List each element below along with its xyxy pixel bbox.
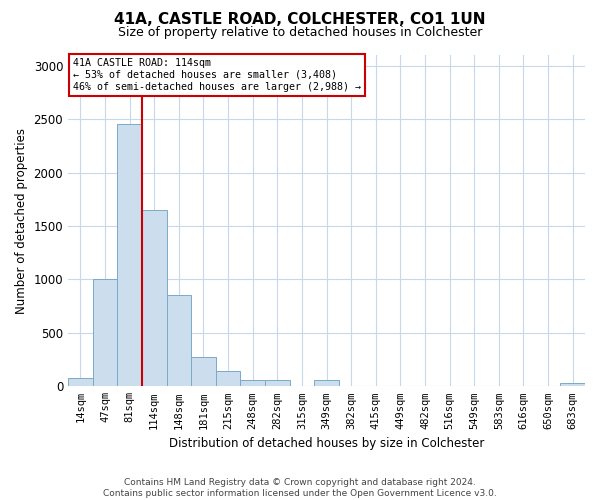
Text: 41A CASTLE ROAD: 114sqm
← 53% of detached houses are smaller (3,408)
46% of semi: 41A CASTLE ROAD: 114sqm ← 53% of detache… — [73, 58, 361, 92]
Bar — [191, 358, 216, 386]
Text: 41A, CASTLE ROAD, COLCHESTER, CO1 1UN: 41A, CASTLE ROAD, COLCHESTER, CO1 1UN — [114, 12, 486, 28]
Text: Contains HM Land Registry data © Crown copyright and database right 2024.
Contai: Contains HM Land Registry data © Crown c… — [103, 478, 497, 498]
Bar — [92, 280, 117, 386]
X-axis label: Distribution of detached houses by size in Colchester: Distribution of detached houses by size … — [169, 437, 484, 450]
Bar — [142, 210, 167, 386]
Bar — [265, 380, 290, 386]
Bar — [117, 124, 142, 386]
Y-axis label: Number of detached properties: Number of detached properties — [15, 128, 28, 314]
Bar — [241, 380, 265, 386]
Text: Size of property relative to detached houses in Colchester: Size of property relative to detached ho… — [118, 26, 482, 39]
Bar — [314, 380, 339, 386]
Bar — [167, 296, 191, 386]
Bar — [560, 383, 585, 386]
Bar — [68, 378, 92, 386]
Bar — [216, 372, 241, 386]
